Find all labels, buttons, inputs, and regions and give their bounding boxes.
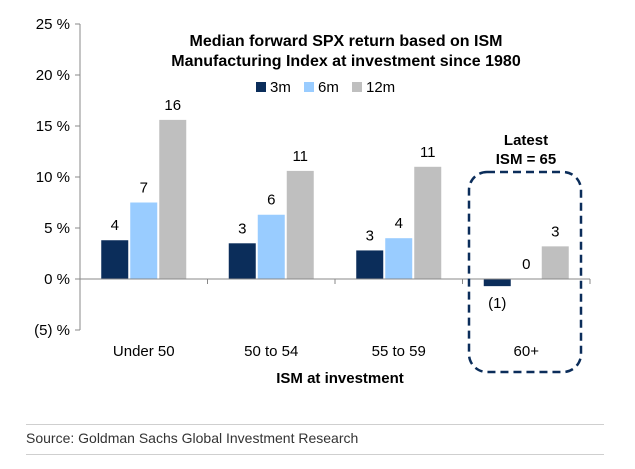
source-note: Source: Goldman Sachs Global Investment … bbox=[26, 430, 359, 446]
y-tick-label: 25 % bbox=[36, 16, 70, 33]
data-label: 4 bbox=[395, 215, 403, 232]
x-tick-label: Under 50 bbox=[113, 343, 175, 360]
bar-3m-3 bbox=[483, 279, 511, 287]
bar-12m-0 bbox=[159, 119, 187, 279]
x-tick-label: 50 to 54 bbox=[244, 343, 298, 360]
x-tick-label: 55 to 59 bbox=[372, 343, 426, 360]
x-axis-title: ISM at investment bbox=[276, 370, 404, 387]
source-top-rule bbox=[26, 424, 604, 425]
y-tick-label: 15 % bbox=[36, 118, 70, 135]
latest-annotation-line-2: ISM = 65 bbox=[496, 151, 556, 168]
bar-6m-1 bbox=[257, 214, 285, 279]
data-label: 11 bbox=[420, 144, 436, 161]
legend-label: 6m bbox=[318, 79, 339, 96]
latest-annotation-line-1: Latest bbox=[504, 132, 548, 149]
legend-label: 3m bbox=[270, 79, 291, 96]
bar-12m-2 bbox=[414, 166, 442, 279]
legend-label: 12m bbox=[366, 79, 395, 96]
legend-swatch-3m bbox=[256, 82, 266, 92]
legend-swatch-12m bbox=[352, 82, 362, 92]
bar-6m-2 bbox=[385, 238, 413, 279]
bar-12m-3 bbox=[541, 246, 569, 279]
data-label: 11 bbox=[292, 148, 308, 165]
x-tick-label: 60+ bbox=[514, 343, 540, 360]
bar-3m-2 bbox=[356, 250, 384, 279]
data-labels: 4 7 16 3 6 11 3 4 11 (1) 0 3 bbox=[111, 97, 560, 312]
data-label: 0 bbox=[522, 256, 530, 273]
source-bottom-rule bbox=[26, 454, 604, 455]
latest-highlight-box bbox=[467, 170, 583, 374]
data-label: 4 bbox=[111, 217, 119, 234]
chart-title-line-2: Manufacturing Index at investment since … bbox=[171, 53, 521, 70]
bars bbox=[101, 119, 569, 287]
y-tick-label: (5) % bbox=[34, 322, 70, 339]
chart-title-line-1: Median forward SPX return based on ISM bbox=[190, 33, 503, 50]
bar-6m-0 bbox=[130, 202, 158, 279]
data-label: 3 bbox=[366, 227, 374, 244]
y-tick-label: 0 % bbox=[44, 271, 70, 288]
y-axis: (5) % 0 % 5 % 10 % 15 % 20 % 25 % bbox=[34, 16, 81, 339]
legend: 3m 6m 12m bbox=[256, 79, 395, 96]
latest-annotation: Latest ISM = 65 bbox=[496, 132, 556, 168]
data-label: 7 bbox=[140, 180, 148, 197]
bar-3m-0 bbox=[101, 240, 129, 279]
y-tick-label: 10 % bbox=[36, 169, 70, 186]
bar-3m-1 bbox=[228, 243, 256, 279]
data-label: 6 bbox=[267, 192, 275, 209]
data-label: (1) bbox=[488, 295, 506, 312]
x-axis: Under 50 50 to 54 55 to 59 60+ bbox=[80, 278, 591, 360]
chart-title: Median forward SPX return based on ISM M… bbox=[171, 33, 521, 70]
data-label: 16 bbox=[164, 97, 181, 114]
data-label: 3 bbox=[551, 223, 559, 240]
y-tick-label: 20 % bbox=[36, 67, 70, 84]
legend-swatch-6m bbox=[304, 82, 314, 92]
y-tick-label: 5 % bbox=[44, 220, 70, 237]
bar-12m-1 bbox=[286, 170, 314, 279]
data-label: 3 bbox=[238, 220, 246, 237]
